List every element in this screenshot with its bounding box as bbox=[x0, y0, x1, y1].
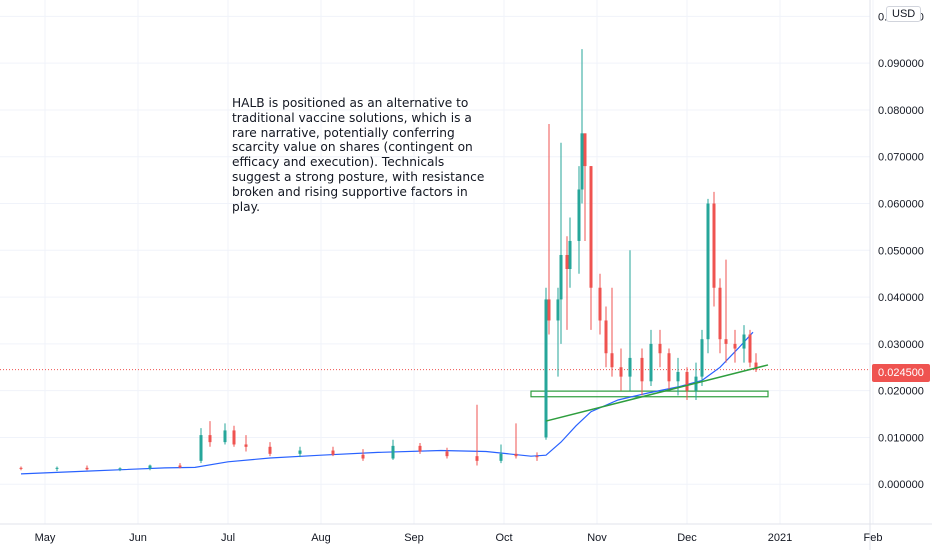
candle-body bbox=[712, 203, 716, 288]
candle-body bbox=[535, 456, 539, 458]
x-tick-label: Aug bbox=[311, 532, 331, 544]
candle-body bbox=[598, 287, 602, 321]
candle-body bbox=[223, 430, 227, 443]
candle-body bbox=[589, 166, 593, 288]
candle-body bbox=[418, 445, 422, 452]
candle-body bbox=[199, 435, 203, 461]
candle-body bbox=[19, 467, 23, 469]
candle-body bbox=[685, 371, 689, 391]
moving-average-line bbox=[20, 331, 754, 475]
candle-body bbox=[649, 343, 653, 382]
candle-body bbox=[700, 339, 704, 377]
candle-body bbox=[298, 450, 302, 454]
y-tick-label: 0.060000 bbox=[878, 199, 924, 211]
y-tick-label: 0.090000 bbox=[878, 58, 924, 70]
y-tick-label: 0.020000 bbox=[878, 386, 924, 398]
x-tick-label: Feb bbox=[864, 532, 883, 544]
candle-body bbox=[118, 468, 122, 470]
x-tick-label: Jun bbox=[129, 532, 147, 544]
candle-body bbox=[559, 254, 563, 300]
candle-body bbox=[610, 353, 614, 368]
candle-body bbox=[244, 444, 248, 447]
candle-body bbox=[208, 435, 212, 443]
candle-body bbox=[232, 430, 236, 445]
support-zone bbox=[530, 390, 769, 398]
y-tick-label: 0.080000 bbox=[878, 105, 924, 117]
currency-badge[interactable]: USD bbox=[886, 6, 922, 22]
candle-body bbox=[55, 467, 59, 469]
candle-body bbox=[331, 450, 335, 455]
trendline bbox=[545, 364, 769, 422]
annotation-text: HALB is positioned as an alternative to … bbox=[232, 96, 485, 214]
y-tick-label: 0.050000 bbox=[878, 245, 924, 257]
candle-body bbox=[391, 445, 395, 459]
candle-body bbox=[580, 133, 584, 190]
y-tick-label: 0.000000 bbox=[878, 479, 924, 491]
y-tick-label: 0.070000 bbox=[878, 152, 924, 164]
x-tick-label: Oct bbox=[495, 532, 512, 544]
y-tick-label: 0.040000 bbox=[878, 292, 924, 304]
candle-body bbox=[583, 133, 587, 167]
candle-body bbox=[754, 362, 758, 370]
y-tick-label: 0.030000 bbox=[878, 339, 924, 351]
candle-body bbox=[268, 446, 272, 454]
candle-body bbox=[706, 203, 710, 340]
candle-body bbox=[544, 299, 548, 438]
candle-body bbox=[556, 299, 560, 321]
x-tick-label: May bbox=[35, 532, 56, 544]
candle-body bbox=[499, 453, 503, 461]
candle-body bbox=[742, 334, 746, 349]
candle-body bbox=[361, 454, 365, 459]
candle-body bbox=[604, 320, 608, 354]
x-tick-label: Dec bbox=[677, 532, 697, 544]
candle-body bbox=[547, 299, 551, 321]
candle-body bbox=[475, 456, 479, 461]
x-tick-label: 2021 bbox=[768, 532, 792, 544]
candle-body bbox=[640, 357, 644, 382]
x-tick-label: Nov bbox=[587, 532, 607, 544]
last-price-label: 0.024500 bbox=[872, 364, 930, 382]
candle-body bbox=[568, 240, 572, 270]
x-tick-label: Sep bbox=[404, 532, 424, 544]
candle-body bbox=[733, 343, 737, 349]
candle-body bbox=[178, 465, 182, 468]
candle-body bbox=[85, 467, 89, 470]
candle-body bbox=[748, 334, 752, 363]
candle-body bbox=[658, 343, 662, 354]
candle-body bbox=[565, 254, 569, 270]
y-tick-label: 0.010000 bbox=[878, 432, 924, 444]
x-tick-label: Jul bbox=[221, 532, 235, 544]
candle-body bbox=[577, 189, 581, 241]
candle-body bbox=[724, 339, 728, 344]
candle-body bbox=[514, 453, 518, 457]
candle-body bbox=[148, 465, 152, 469]
candle-body bbox=[718, 287, 722, 340]
candle-body bbox=[445, 451, 449, 457]
candle-body bbox=[667, 353, 671, 382]
candle-body bbox=[676, 371, 680, 382]
candle-body bbox=[619, 367, 623, 377]
candle-body bbox=[628, 357, 632, 377]
